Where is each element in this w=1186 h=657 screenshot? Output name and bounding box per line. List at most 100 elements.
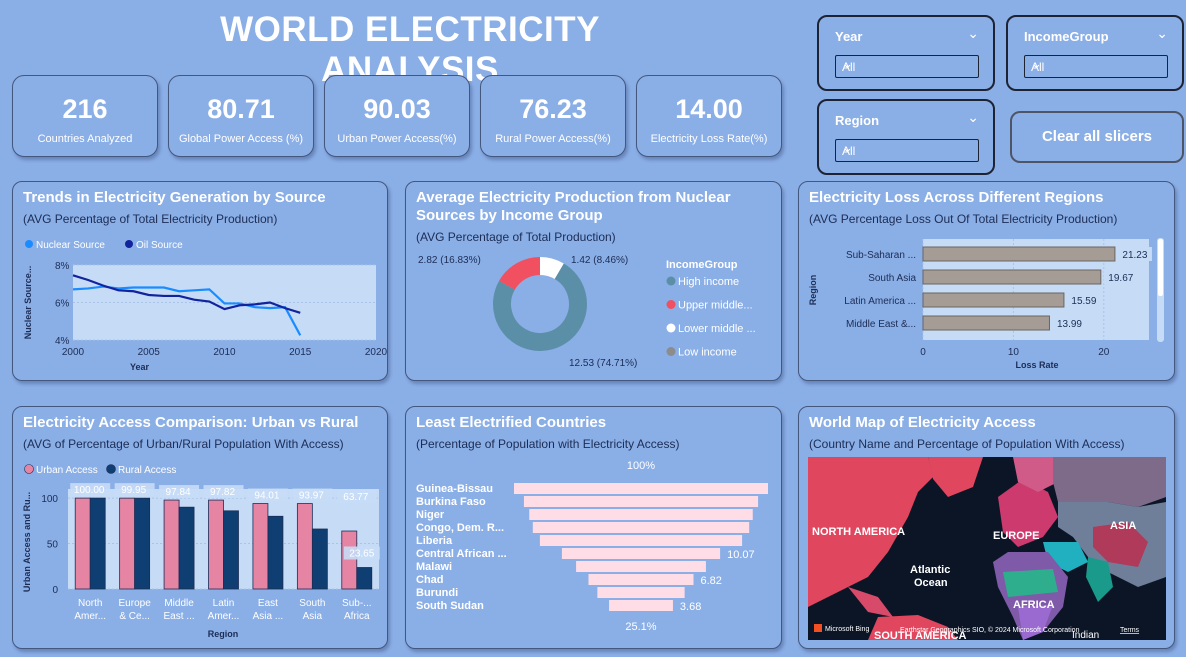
data-label: 97.84 — [166, 487, 191, 498]
bar-urban — [119, 497, 136, 590]
legend-label: Rural Access — [118, 465, 176, 476]
india-shape — [1086, 557, 1113, 602]
region-dropdown[interactable]: All ⌄ — [835, 139, 979, 162]
y-axis-label: Nuclear Source... — [23, 266, 33, 340]
data-label-bg — [336, 490, 377, 503]
category-label: Liberia — [416, 535, 453, 547]
south-america-shape — [868, 615, 958, 640]
x-tick-label: 0 — [920, 347, 926, 358]
x-tick-label: 10 — [1008, 347, 1020, 358]
y-tick-label: 4% — [55, 336, 70, 347]
map-label: Ocean — [914, 577, 948, 589]
kpi-loss-rate-card: 14.00 Electricity Loss Rate(%) — [636, 75, 782, 157]
category-label: South Asia — [868, 273, 916, 284]
data-label: 6.82 — [701, 575, 722, 587]
kpi-label: Global Power Access (%) — [178, 133, 304, 145]
panel-title: World Map of Electricity Access — [809, 414, 1036, 431]
bar-rural — [223, 510, 239, 590]
category-label: South — [299, 598, 325, 609]
category-label: East — [258, 598, 278, 609]
category-label: Chad — [416, 574, 444, 586]
chevron-down-icon: ⌄ — [1031, 56, 1042, 71]
chevron-down-icon[interactable]: ⌄ — [1156, 25, 1168, 41]
panel-subtitle: (Percentage of Population with Electrici… — [416, 437, 680, 451]
category-label: East ... — [164, 611, 195, 622]
funnel-bar — [532, 522, 750, 533]
clear-all-slicers-button[interactable]: Clear all slicers — [1010, 111, 1184, 163]
category-label: Malawi — [416, 561, 452, 573]
bar-rural — [267, 515, 284, 590]
map-label: EUROPE — [993, 530, 1039, 542]
legend-marker — [666, 323, 676, 333]
income-group-dropdown-value: All — [1031, 60, 1045, 74]
map-credit: Earthstar Geographics SIO, © 2024 Micros… — [900, 626, 1080, 634]
bing-label: Microsoft Bing — [825, 626, 869, 633]
chevron-down-icon: ⌄ — [842, 56, 853, 71]
data-label-bg — [70, 483, 111, 497]
page-title: WORLD ELECTRICITY ANALYSIS — [220, 10, 600, 89]
map-label: AFRICA — [1013, 599, 1055, 611]
data-label: 100.00 — [74, 485, 105, 496]
kpi-label: Countries Analyzed — [37, 133, 133, 145]
funnel-bar — [576, 561, 706, 572]
world-map[interactable]: NORTH AMERICA EUROPE ASIA Atlantic Ocean… — [808, 457, 1166, 640]
greenland-shape — [928, 457, 983, 497]
x-tick-label: 2015 — [289, 347, 312, 358]
y-tick-label: 0 — [52, 585, 58, 596]
panel-title: Trends in Electricity Generation by Sour… — [23, 189, 326, 206]
funnel-bar — [514, 483, 768, 494]
bar-rural — [89, 497, 106, 590]
kpi-countries-card: 216 Countries Analyzed — [12, 75, 158, 157]
scrollbar-thumb[interactable] — [1158, 239, 1163, 296]
region-slicer-label: Region — [835, 113, 880, 128]
data-label-bg — [114, 483, 155, 497]
category-label: Burundi — [416, 587, 458, 599]
x-tick-label: 2005 — [138, 347, 161, 358]
legend-label: Low income — [678, 347, 737, 359]
data-label-bg — [343, 546, 380, 560]
y-tick-label: 100 — [41, 494, 58, 505]
map-label: Indian — [1072, 630, 1099, 640]
legend-label: Oil Source — [136, 240, 183, 251]
category-label: Congo, Dem. R... — [416, 522, 504, 534]
bar-urban — [252, 503, 269, 590]
category-label: Amer... — [208, 611, 240, 622]
chevron-down-icon[interactable]: ⌄ — [967, 109, 979, 125]
income-group-dropdown[interactable]: All ⌄ — [1024, 55, 1168, 78]
legend-marker — [666, 300, 676, 309]
microsoft-logo-icon — [814, 624, 822, 632]
funnel-bar — [523, 496, 759, 507]
data-label: 21.23 — [1122, 250, 1147, 261]
map-terms-link[interactable]: Terms — [1120, 627, 1140, 634]
bar — [922, 315, 1050, 331]
legend-label: Lower middle ... — [678, 323, 756, 335]
kpi-label: Electricity Loss Rate(%) — [650, 133, 768, 145]
donut-chart: 2.82 (16.83%) 1.42 (8.46%) 12.53 (74.71%) I… — [418, 255, 756, 369]
funnel-bar — [561, 548, 721, 559]
panel-subtitle: (AVG Percentage of Total Electricity Pro… — [23, 212, 278, 226]
legend-label: Upper middle... — [678, 300, 753, 312]
bar-rural — [134, 497, 151, 590]
chevron-down-icon[interactable]: ⌄ — [967, 25, 979, 41]
panel-title: Electricity Access Comparison: Urban vs … — [23, 414, 359, 431]
category-label: South Sudan — [416, 600, 484, 612]
clustered-bar-chart: 0 50 100 Urban Access and Ru... Region North A… — [22, 464, 380, 639]
kpi-value: 216 — [62, 94, 108, 124]
year-dropdown[interactable]: All ⌄ — [835, 55, 979, 78]
legend-marker — [666, 347, 676, 356]
line-chart: 4% 6% 8% 2000 2005 2010 2015 2020 Year Nuclear So… — [23, 240, 387, 372]
bar-urban — [341, 530, 358, 590]
bar — [922, 292, 1065, 308]
europe-shape — [998, 479, 1058, 547]
legend-label: High income — [678, 276, 739, 288]
data-label: 1.42 (8.46%) — [571, 255, 628, 266]
kpi-value: 14.00 — [675, 94, 743, 124]
legend-marker — [666, 276, 676, 286]
donut-slice — [499, 257, 541, 291]
funnel-bar — [529, 509, 753, 520]
x-tick-label: 2010 — [213, 347, 236, 358]
series-line-oil — [72, 274, 301, 314]
horizontal-bar-chart: 0 10 20 Loss Rate Region Sub-Saharan ... 21.23… — [808, 238, 1164, 370]
data-label-bg — [159, 485, 200, 499]
